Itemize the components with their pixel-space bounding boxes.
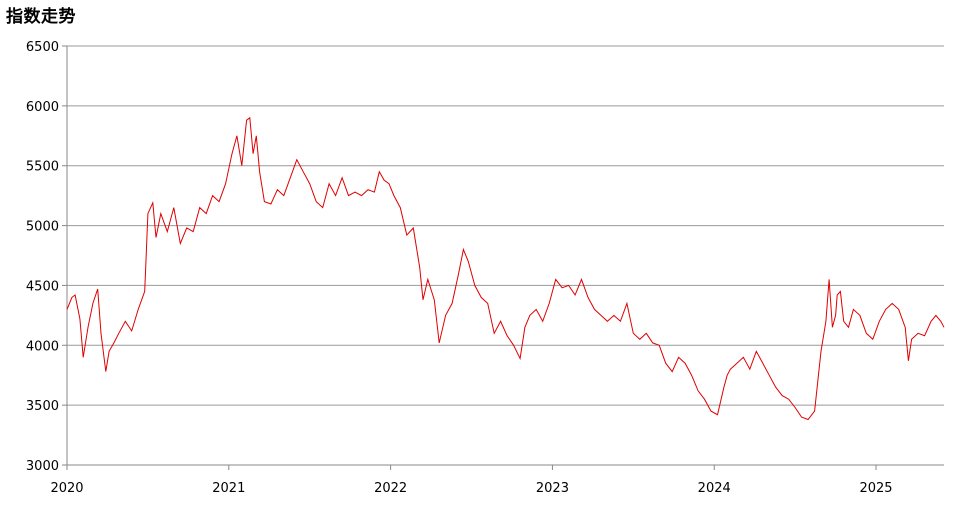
y-tick-label: 3500 xyxy=(26,399,59,414)
y-tick-label: 6500 xyxy=(26,40,59,55)
y-axis-labels: 3000 3500 4000 4500 5000 5500 6000 6500 xyxy=(26,40,59,474)
x-tick-label: 2024 xyxy=(698,481,731,496)
x-axis-labels: 2020 2021 2022 2023 2024 2025 xyxy=(50,481,892,496)
series-line xyxy=(66,116,945,421)
x-tick-label: 2020 xyxy=(50,481,83,496)
axes xyxy=(66,46,944,470)
y-tick-label: 5000 xyxy=(26,220,59,235)
chart-title: 指数走势 xyxy=(6,7,76,27)
y-tick-label: 4000 xyxy=(26,339,59,354)
y-tick-label: 3000 xyxy=(26,459,59,474)
x-tick-label: 2023 xyxy=(536,481,569,496)
x-tick-label: 2022 xyxy=(374,481,407,496)
x-tick-label: 2021 xyxy=(212,481,245,496)
y-tick-label: 4500 xyxy=(26,279,59,294)
gridlines xyxy=(62,45,944,466)
y-tick-label: 5500 xyxy=(26,160,59,175)
y-tick-label: 6000 xyxy=(26,100,59,115)
x-tick-label: 2025 xyxy=(859,481,892,496)
